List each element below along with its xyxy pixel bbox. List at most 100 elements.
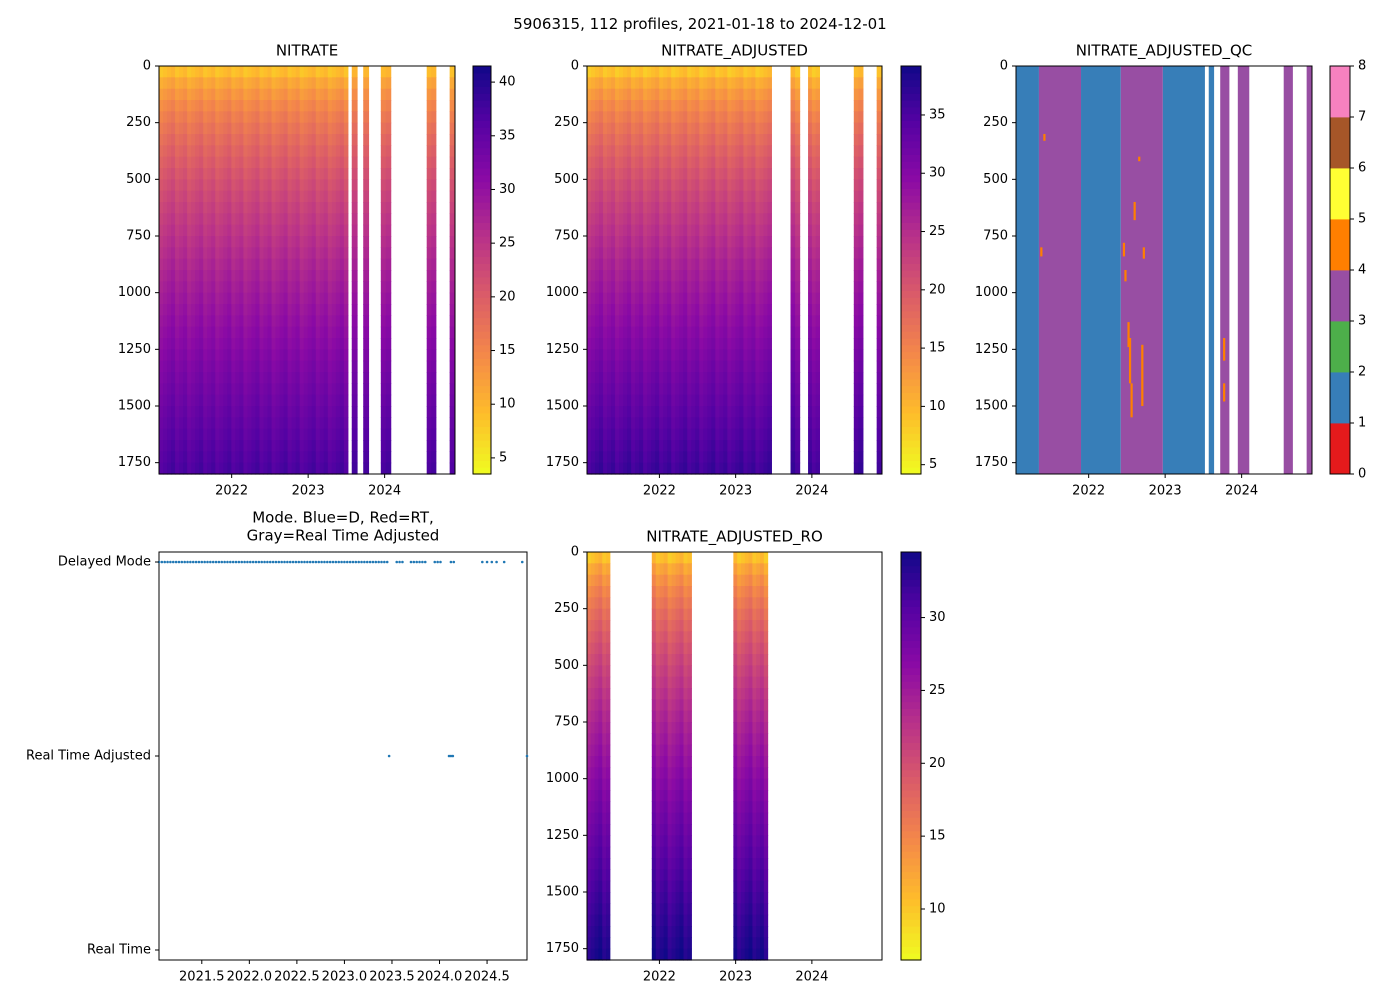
nitrate-cell <box>275 111 281 124</box>
nitrate-cell <box>231 247 236 260</box>
nitrate-cell <box>339 77 345 90</box>
nitrate_adjusted-cell <box>695 236 700 248</box>
nitrate_adjusted_ro-cell <box>740 676 746 689</box>
nitrate-cell <box>239 77 244 90</box>
nitrate_adjusted-cell <box>615 236 620 248</box>
mode-point <box>223 560 226 564</box>
nitrate-ytick-label: 500 <box>126 172 151 187</box>
nitrate_adjusted-cell <box>727 372 732 384</box>
nitrate-cell <box>291 224 297 237</box>
nitrate_adjusted-cell <box>659 224 664 237</box>
nitrate-cell <box>251 236 256 248</box>
nitrate_adjusted-cell <box>795 100 801 112</box>
nitrate-cell <box>295 292 301 305</box>
nitrate-cell <box>259 292 265 305</box>
nitrate-cell <box>351 66 358 78</box>
nitrate_adjusted-cell <box>651 428 656 441</box>
nitrate_adjusted-cell <box>808 247 813 260</box>
nitrate-cell <box>327 134 333 146</box>
nitrate-cell <box>231 190 236 203</box>
nitrate-cell <box>323 134 329 146</box>
nitrate-cell <box>247 247 252 260</box>
nitrate_adjusted-cell <box>703 213 708 226</box>
nitrate_adjusted_qc-flag <box>1122 242 1126 257</box>
nitrate_adjusted-cell <box>631 179 636 192</box>
nitrate_adjusted_ro-cell <box>671 926 677 938</box>
nitrate-ytick-label: 1250 <box>118 342 151 357</box>
nitrate-cell <box>175 236 180 248</box>
nitrate-cell <box>183 406 188 418</box>
nitrate-cell <box>263 168 269 180</box>
nitrate_adjusted-cell <box>711 394 716 407</box>
nitrate_adjusted-cell <box>735 372 740 384</box>
nitrate_adjusted_ro-cell <box>744 642 750 655</box>
nitrate-cell <box>227 190 232 203</box>
nitrate_adjusted-cell <box>639 190 644 203</box>
nitrate_adjusted_ro-cell <box>683 756 688 768</box>
nitrate-cell <box>231 236 236 248</box>
nitrate-cell <box>315 179 321 192</box>
nitrate-cell <box>380 202 387 214</box>
nitrate_adjusted-cell <box>695 315 700 328</box>
nitrate_adjusted-cell <box>663 462 668 475</box>
nitrate_adjusted_qc-cbar-band <box>1330 423 1350 475</box>
nitrate_adjusted-cell <box>763 326 768 339</box>
nitrate_adjusted-cell <box>651 100 656 112</box>
nitrate-cell <box>351 156 358 169</box>
nitrate_adjusted-cell <box>699 281 704 294</box>
nitrate_adjusted-cell <box>703 372 708 384</box>
nitrate_adjusted-cell <box>587 304 592 316</box>
nitrate_adjusted_ro-cell <box>598 903 603 916</box>
nitrate_adjusted-cell <box>763 270 768 282</box>
nitrate-cell <box>255 122 260 135</box>
nitrate_adjusted_ro-cell <box>733 914 738 927</box>
nitrate_adjusted-cell <box>755 190 760 203</box>
nitrate_adjusted_ro-cell <box>651 654 657 666</box>
nitrate_adjusted-cell <box>763 315 768 328</box>
nitrate_adjusted-cell <box>671 111 676 124</box>
nitrate-cbar-tick-label: 10 <box>499 397 516 412</box>
nitrate_adjusted-cell <box>603 100 608 112</box>
nitrate-cell <box>159 213 164 226</box>
nitrate_adjusted-cell <box>679 258 684 271</box>
nitrate-cell <box>426 304 432 316</box>
nitrate-cbar-band <box>473 460 491 468</box>
nitrate_adjusted_ro-cell <box>740 880 746 893</box>
nitrate-cbar-band <box>473 86 491 94</box>
nitrate_adjusted-cell <box>723 451 728 464</box>
nitrate-cell <box>175 372 180 384</box>
nitrate_adjusted-cell <box>759 145 764 158</box>
nitrate_adjusted-cell <box>667 100 672 112</box>
nitrate_adjusted-cell <box>691 383 696 396</box>
nitrate-cell <box>259 462 265 475</box>
nitrate-cell <box>263 394 269 407</box>
nitrate-cell <box>303 349 309 362</box>
nitrate-cell <box>323 417 329 430</box>
nitrate_adjusted_ro-cell <box>594 937 599 950</box>
nitrate-cell <box>319 247 325 260</box>
nitrate-cell <box>195 202 200 214</box>
nitrate_adjusted-cell <box>707 145 712 158</box>
nitrate_adjusted_ro-cell <box>667 665 673 678</box>
nitrate_adjusted-cell <box>663 258 668 271</box>
nitrate-cell <box>303 77 309 90</box>
nitrate-cell <box>251 213 256 226</box>
nitrate_adjusted_ro-cell <box>590 801 596 814</box>
nitrate_adjusted-cell <box>811 213 817 226</box>
nitrate_adjusted-cell <box>631 88 636 101</box>
nitrate_adjusted_ro-cell <box>671 914 677 927</box>
nitrate_adjusted-cell <box>795 304 801 316</box>
nitrate-cell <box>215 360 220 373</box>
nitrate-cell <box>275 406 281 418</box>
nitrate_adjusted_ro-cell <box>651 869 657 882</box>
nitrate_adjusted-cell <box>695 360 700 373</box>
nitrate_adjusted-cell <box>790 406 796 418</box>
nitrate_adjusted-axes-frame <box>586 65 883 475</box>
nitrate_adjusted-cell <box>755 281 760 294</box>
nitrate-cell <box>426 224 432 237</box>
nitrate-cell <box>363 111 370 124</box>
nitrate_adjusted-cell <box>808 224 813 237</box>
nitrate-cell <box>327 66 333 78</box>
nitrate-cell <box>227 179 232 192</box>
nitrate-cbar-band <box>473 392 491 400</box>
